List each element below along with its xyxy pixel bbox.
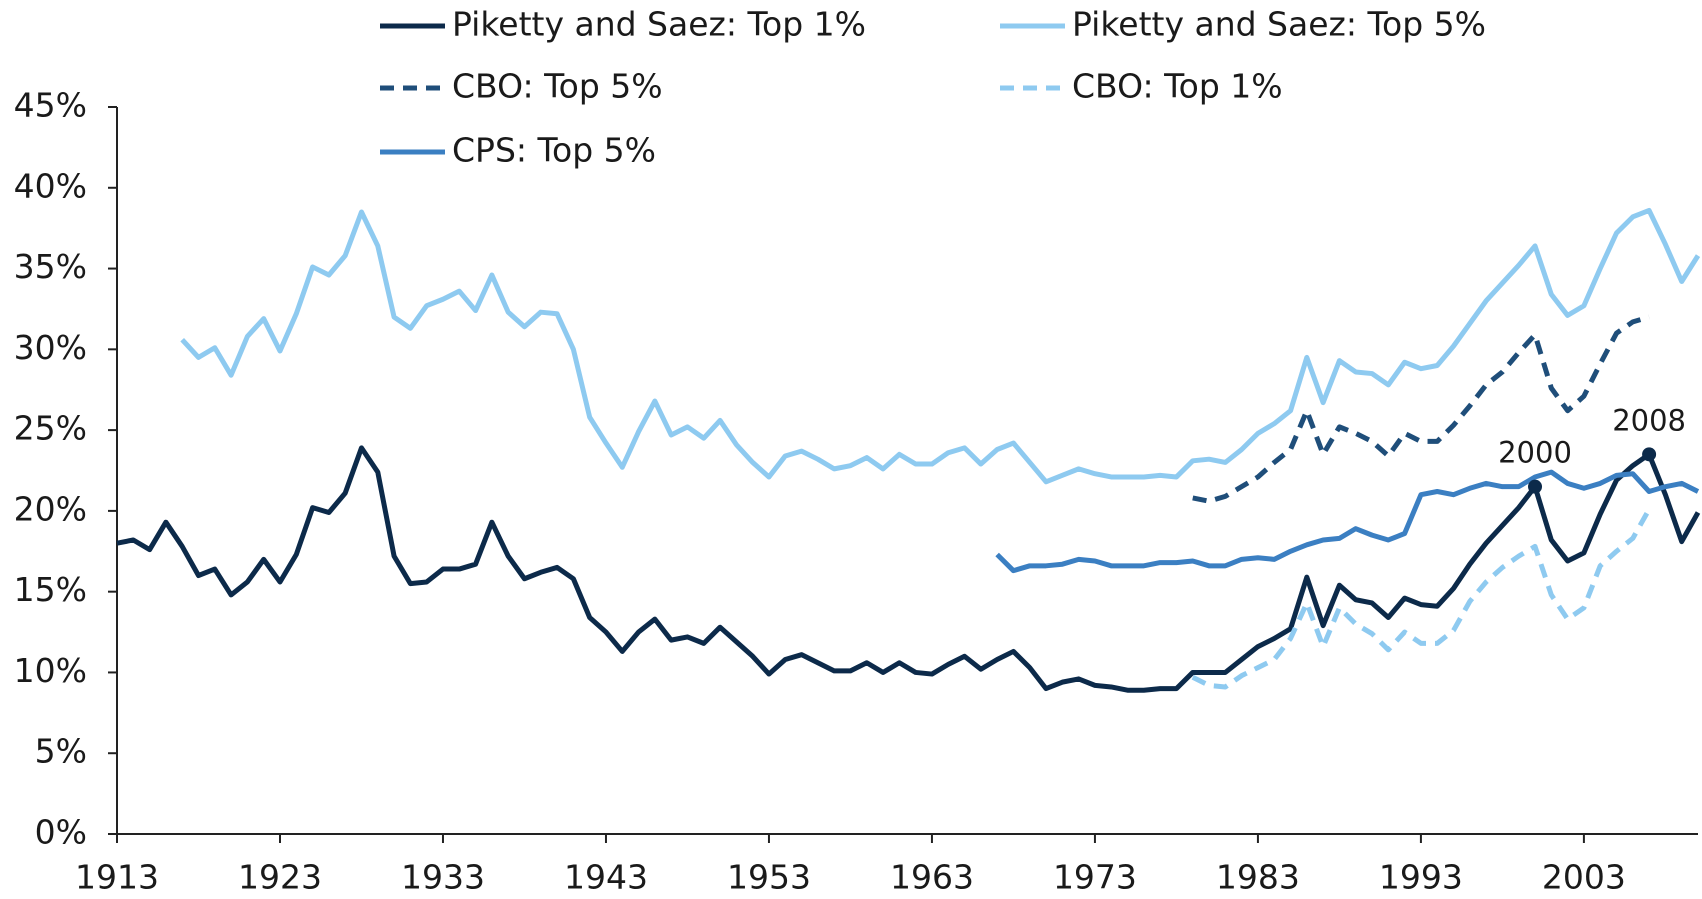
series-line: [1191, 508, 1652, 690]
y-tick-label: 15%: [14, 570, 87, 609]
x-tick-label: 1973: [1053, 858, 1137, 897]
y-tick-label: 40%: [14, 166, 87, 205]
x-tick-label: 1953: [727, 858, 811, 897]
legend-label: Piketty and Saez: Top 1%: [452, 5, 866, 44]
annotation: 2000: [1498, 436, 1572, 470]
legend-label: CBO: Top 5%: [452, 67, 663, 106]
x-tick-label: 1913: [75, 858, 159, 897]
series-line: [1192, 314, 1650, 504]
annotation-dot: [1642, 447, 1657, 462]
y-tick-label: 5%: [35, 732, 87, 771]
series-line: [995, 469, 1700, 574]
y-tick-label: 30%: [14, 328, 87, 367]
x-tick-label: 1923: [238, 858, 322, 897]
y-tick-label: 45%: [14, 86, 87, 125]
legend-label: CBO: Top 1%: [1072, 67, 1283, 106]
x-tick-label: 1983: [1216, 858, 1300, 897]
y-tick-label: 25%: [14, 409, 87, 448]
legend-label: CPS: Top 5%: [452, 131, 656, 170]
y-tick-label: 35%: [14, 247, 87, 286]
series-line: [116, 445, 1701, 693]
x-tick-label: 2003: [1542, 858, 1626, 897]
x-tick-label: 1993: [1379, 858, 1463, 897]
x-tick-label: 1963: [890, 858, 974, 897]
x-tick-label: 1943: [564, 858, 648, 897]
legend-label: Piketty and Saez: Top 5%: [1072, 5, 1486, 44]
annotation-dot: [1528, 479, 1543, 494]
series-line: [180, 207, 1701, 485]
y-tick-label: 0%: [35, 813, 87, 852]
x-tick-label: 1933: [401, 858, 485, 897]
y-tick-label: 20%: [14, 489, 87, 528]
annotation: 2008: [1612, 403, 1686, 437]
y-tick-label: 10%: [14, 651, 87, 690]
